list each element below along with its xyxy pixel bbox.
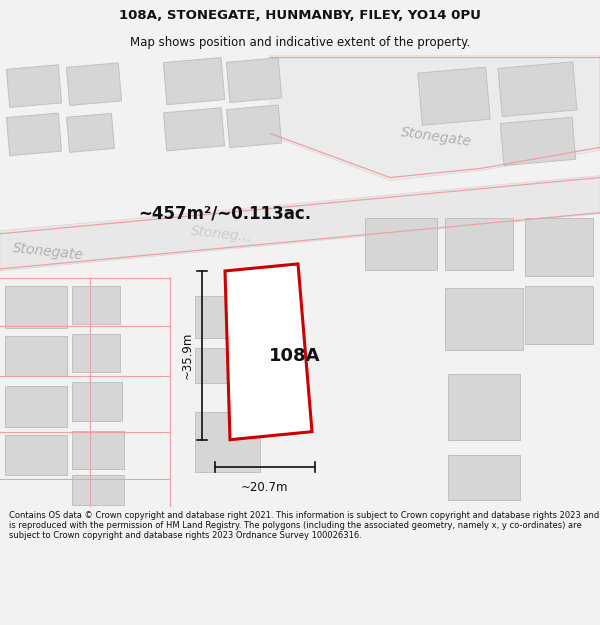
Text: Map shows position and indicative extent of the property.: Map shows position and indicative extent… (130, 36, 470, 49)
Polygon shape (5, 434, 67, 475)
Polygon shape (163, 58, 225, 104)
Text: ~457m²/~0.113ac.: ~457m²/~0.113ac. (138, 205, 311, 222)
Polygon shape (195, 348, 255, 384)
Polygon shape (5, 286, 67, 328)
Polygon shape (72, 475, 124, 505)
Polygon shape (448, 374, 520, 440)
Text: ~35.9m: ~35.9m (181, 332, 194, 379)
Polygon shape (270, 55, 600, 181)
Polygon shape (226, 58, 281, 102)
Polygon shape (7, 113, 62, 156)
Polygon shape (445, 217, 513, 270)
Polygon shape (525, 286, 593, 344)
Polygon shape (67, 63, 122, 106)
Polygon shape (7, 65, 62, 108)
Polygon shape (500, 118, 575, 166)
Polygon shape (72, 382, 122, 421)
Polygon shape (445, 288, 523, 350)
Polygon shape (72, 334, 120, 372)
Text: ~20.7m: ~20.7m (241, 481, 289, 494)
Polygon shape (5, 336, 67, 376)
Polygon shape (418, 68, 490, 125)
Text: Stoneg...: Stoneg... (190, 224, 253, 244)
Polygon shape (5, 386, 67, 427)
Polygon shape (195, 412, 260, 472)
Text: Stonegate: Stonegate (400, 126, 473, 149)
Polygon shape (72, 286, 120, 324)
Polygon shape (498, 62, 577, 116)
Polygon shape (67, 113, 115, 152)
Polygon shape (365, 217, 437, 270)
Polygon shape (163, 107, 224, 151)
Polygon shape (195, 296, 253, 338)
Text: 108A: 108A (269, 348, 321, 366)
Text: Contains OS data © Crown copyright and database right 2021. This information is : Contains OS data © Crown copyright and d… (9, 511, 599, 541)
Polygon shape (525, 217, 593, 276)
Polygon shape (226, 105, 281, 148)
Polygon shape (225, 264, 312, 440)
Polygon shape (448, 455, 520, 500)
Text: 108A, STONEGATE, HUNMANBY, FILEY, YO14 0PU: 108A, STONEGATE, HUNMANBY, FILEY, YO14 0… (119, 9, 481, 22)
Polygon shape (0, 176, 600, 271)
Text: Stonegate: Stonegate (12, 241, 85, 262)
Polygon shape (72, 431, 124, 469)
